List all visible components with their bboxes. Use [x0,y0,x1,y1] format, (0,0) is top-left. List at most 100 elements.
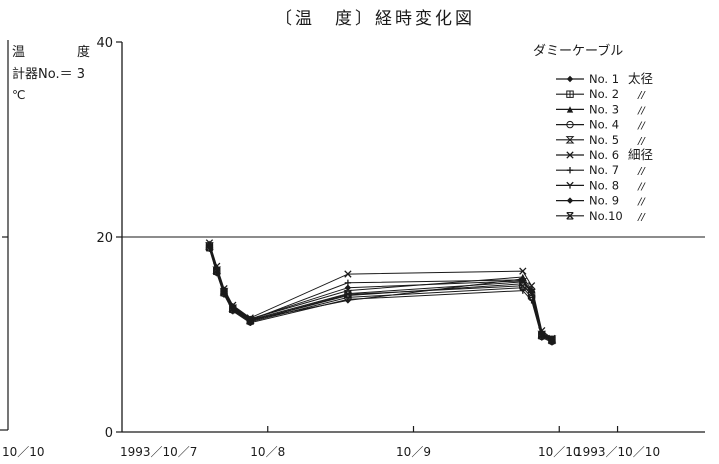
data-point-marker [205,243,214,252]
legend-series-name: No. 6 [589,148,619,162]
data-point-marker [519,281,527,290]
legend-entry: No. 1 太径 [556,71,653,86]
marker-xb-b [213,267,221,275]
data-point-marker [548,336,556,343]
marker-xb-b [246,317,254,325]
x-tick-label: 10／8 [250,445,285,459]
data-point-marker [566,212,574,220]
y-tick-label: 20 [96,231,113,246]
legend-series-note: // [637,212,646,223]
marker-xb-b [205,244,214,252]
legend-series-note: // [637,181,646,192]
series-6 [205,239,556,343]
series-layer [205,239,557,346]
left-panel-label-2: 計器No.＝ 3 [12,66,85,82]
legend-series-note: // [637,121,646,132]
legend-entry: No. 7 // [556,163,646,177]
series-line [208,242,553,339]
marker-x-b [566,151,574,159]
legend-series-name: No. 1 [589,72,619,86]
data-point-marker [220,288,228,297]
data-point-marker [566,151,574,159]
data-point-marker [246,317,254,325]
marker-diamond [344,284,352,291]
data-point-marker [344,284,352,291]
legend-series-name: No. 4 [589,118,619,132]
series-line [208,244,553,340]
marker-xb-b [538,331,546,340]
marker-x-b [344,270,352,278]
x-tick-label: 10／10 [538,445,581,459]
y-axis-ticks: 40 20 0 [96,36,122,441]
legend-series-name: No. 9 [589,194,619,208]
legend-entry: No. 5 // [556,133,646,147]
x-tick-label: 10／9 [396,445,431,459]
legend-entry: No. 8 // [556,178,646,192]
legend-series-name: No. 2 [589,87,619,101]
data-point-marker [538,331,546,340]
data-point-marker [566,181,574,189]
legend-series-name: No. 7 [589,163,619,177]
legend-entry: No. 4 // [556,118,646,132]
legend-entry: No. 9 // [556,194,646,208]
left-panel-label-3: ℃ [12,88,25,102]
data-point-marker [519,267,527,275]
marker-xb-b [527,290,536,299]
legend-series-note: // [637,197,646,208]
series-line [208,247,553,341]
data-point-marker [213,267,221,275]
legend-series-note: // [637,136,646,147]
legend-entry: No. 2 // [556,87,646,101]
data-point-marker [566,167,574,174]
data-point-marker [229,305,237,313]
data-point-marker [566,90,574,98]
marker-x-b [519,267,527,275]
data-point-marker [565,136,575,144]
marker-xb-b [229,305,237,313]
data-point-marker [566,197,574,204]
left-panel-bottom-tick: 10／10 [2,445,45,459]
marker-xb-b [220,288,228,297]
data-point-marker [344,270,352,278]
series-4 [205,244,556,346]
legend-series-note: 細径 [628,147,653,162]
series-line [208,246,553,341]
data-point-marker [566,120,574,129]
legend-series-note: // [637,90,646,101]
marker-diamond [566,75,574,83]
legend-series-name: No. 3 [589,102,619,116]
data-point-marker [566,75,574,83]
legend-entry: No. 3 // [556,102,646,116]
data-point-marker [566,106,574,113]
x-tick-label: 1993／10／7 [120,445,197,459]
marker-y-b [569,181,574,186]
legend-series-name: No. 8 [589,178,619,192]
series-line [208,247,553,342]
legend-title: ダミーケーブル [533,43,623,59]
marker-xb-b [344,290,352,299]
legend-series-note: // [637,166,646,177]
chart-title: 〔温 度〕経時変化図 [275,9,475,29]
data-point-marker [548,336,556,345]
marker-diamond [566,197,574,204]
series-10 [205,243,556,345]
y-tick-label: 40 [96,36,113,51]
legend-series-note: // [637,105,646,116]
legend-series-name: No.10 [589,209,623,223]
data-point-marker [527,290,536,299]
left-panel-label-1: 温 度 [12,44,90,60]
y-tick-label: 0 [105,426,113,441]
marker-hourglass [565,136,575,144]
legend-entry: No.10 // [556,209,646,223]
series-2 [205,243,556,345]
legend-entry: No. 6 細径 [556,147,653,162]
data-point-marker [344,290,352,299]
marker-triangle [566,106,574,113]
marker-xb-b [519,282,527,290]
marker-xb-b [566,212,574,220]
legend-series-note: 太径 [628,71,653,86]
